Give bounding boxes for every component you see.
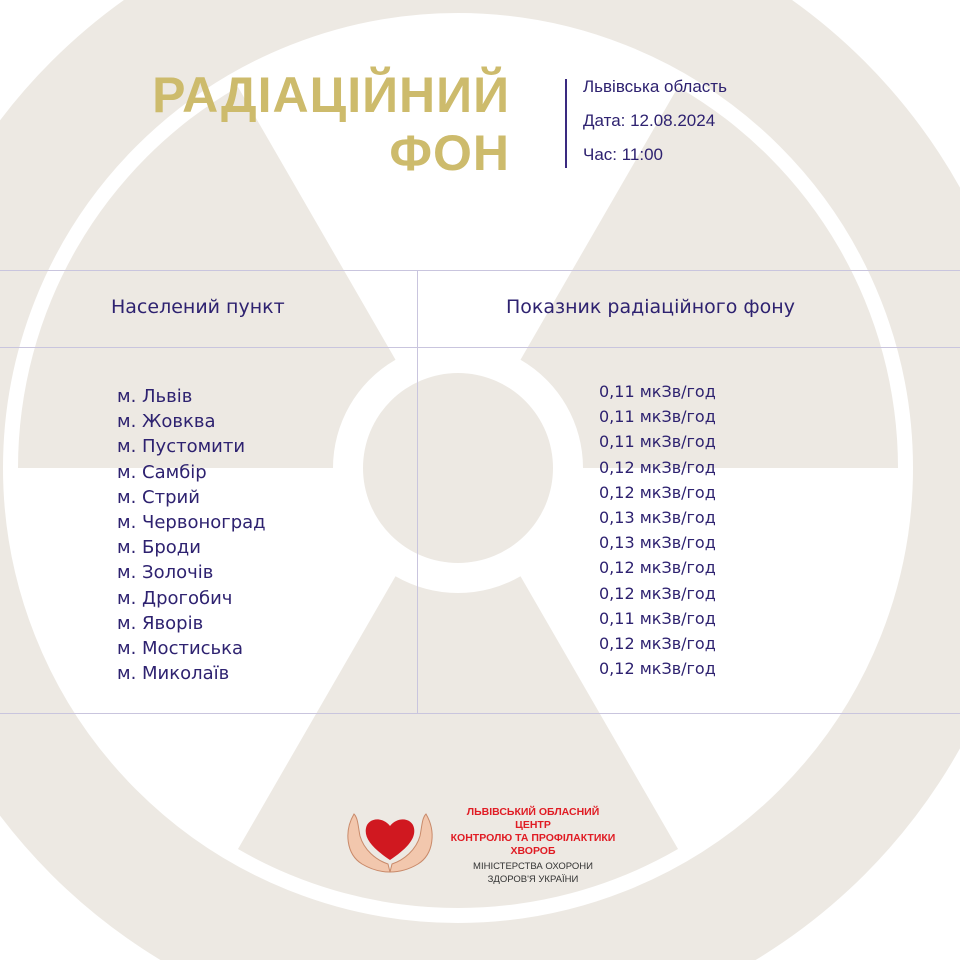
city-list: м. Львів м. Жовква м. Пустомити м. Самбір м.… <box>117 384 266 686</box>
trefoil-blade <box>520 86 898 468</box>
column-header-city: Населений пункт <box>111 296 285 318</box>
trefoil-blade <box>238 576 678 908</box>
radiation-value: 0,13 мкЗв/год <box>599 533 716 553</box>
header-divider <box>565 79 567 168</box>
city-name: м. Мостиська <box>117 638 244 660</box>
radiation-value: 0,12 мкЗв/год <box>599 659 716 679</box>
trefoil-blade <box>18 86 396 468</box>
city-name: м. Стрий <box>117 486 200 508</box>
city-name: м. Дрогобич <box>117 587 233 609</box>
city-name: м. Львів <box>117 386 193 407</box>
time-label: Час: 11:00 <box>583 145 664 164</box>
org-name-line2: КОНТРОЛЮ ТА ПРОФІЛАКТИКИ <box>450 832 616 844</box>
city-name: м. Червоноград <box>117 512 266 534</box>
city-name: м. Самбір <box>117 461 207 483</box>
city-name: м. Яворів <box>117 612 204 634</box>
page-title-line2: ФОН <box>389 125 510 181</box>
region-label: Львівська область <box>583 77 727 96</box>
value-list: 0,11 мкЗв/год 0,11 мкЗв/год 0,11 мкЗв/год 0… <box>599 379 716 681</box>
table-top-border <box>0 270 960 271</box>
radiation-value: 0,12 мкЗв/год <box>599 558 716 578</box>
radiation-value: 0,11 мкЗв/год <box>599 432 716 452</box>
table-header-border <box>0 347 960 348</box>
table-bottom-border <box>0 713 960 714</box>
table-column-divider <box>417 270 418 714</box>
date-label: Дата: 12.08.2024 <box>583 111 716 130</box>
city-name: м. Броди <box>117 537 201 559</box>
radiation-value: 0,12 мкЗв/год <box>599 583 716 603</box>
organization-logo-text: ЛЬВІВСЬКИЙ ОБЛАСНИЙ ЦЕНТР КОНТРОЛЮ ТА ПР… <box>448 806 618 886</box>
city-name: м. Золочів <box>117 562 214 584</box>
ministry-line2: ЗДОРОВ'Я УКРАЇНИ <box>487 874 579 885</box>
city-name: м. Пустомити <box>117 436 246 458</box>
org-name-line3: ХВОРОБ <box>510 845 556 857</box>
center-disk <box>363 373 553 563</box>
ministry-line1: МІНІСТЕРСТВА ОХОРОНИ <box>473 861 593 872</box>
radiation-value: 0,12 мкЗв/год <box>599 482 716 502</box>
radiation-value: 0,12 мкЗв/год <box>599 457 716 477</box>
city-name: м. Жовква <box>117 411 216 433</box>
page-title-line1: РАДІАЦІЙНИЙ <box>152 67 510 123</box>
org-name-line1: ЛЬВІВСЬКИЙ ОБЛАСНИЙ ЦЕНТР <box>466 806 600 831</box>
heart-in-hands-icon <box>347 813 433 873</box>
city-name: м. Миколаїв <box>117 663 230 685</box>
radiation-value: 0,13 мкЗв/год <box>599 508 716 528</box>
radiation-value: 0,11 мкЗв/год <box>599 608 716 628</box>
radiation-value: 0,12 мкЗв/год <box>599 634 716 654</box>
radiation-value: 0,11 мкЗв/год <box>599 382 716 401</box>
radiation-value: 0,11 мкЗв/год <box>599 407 716 427</box>
column-header-radiation: Показник радіаційного фону <box>506 296 795 318</box>
